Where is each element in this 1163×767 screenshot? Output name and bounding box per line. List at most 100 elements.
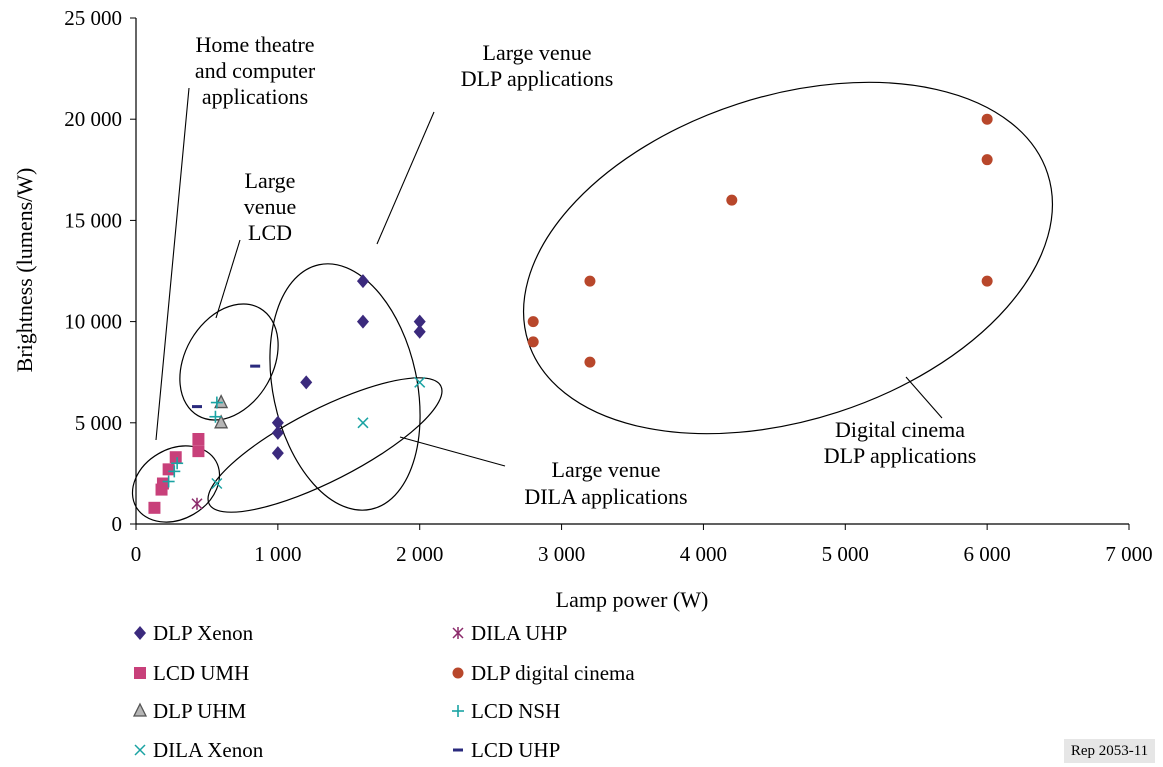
square-marker — [162, 463, 175, 476]
square-marker — [134, 667, 146, 679]
x-b — [357, 417, 369, 429]
circle-marker — [981, 154, 993, 166]
legend-item: DILA Xenon — [134, 738, 264, 762]
y-tick-label: 20 000 — [64, 107, 122, 131]
legend-label: DILA UHP — [471, 621, 567, 645]
diamond-marker — [271, 446, 284, 461]
leader-line — [905, 376, 943, 419]
legend-marker — [134, 744, 146, 756]
data-point — [210, 396, 223, 409]
legend-item: DLP UHM — [132, 699, 246, 723]
annotation-line: Large — [245, 168, 296, 193]
circle-marker — [527, 336, 539, 348]
data-point — [214, 414, 229, 429]
data-point — [192, 445, 205, 458]
annotation-line: applications — [202, 84, 308, 109]
data-points — [148, 113, 993, 514]
ellipse-large-venue-dila — [207, 377, 443, 513]
data-point — [156, 477, 169, 490]
y-tick-label: 10 000 — [64, 310, 122, 334]
axes: 0 1 000 2 000 3 000 4 000 5 000 6 000 7 000 0 5 0… — [12, 6, 1153, 612]
legend-marker — [134, 626, 146, 640]
triangle-marker — [214, 414, 229, 429]
legend-item: LCD UHP — [453, 738, 560, 762]
data-point — [357, 417, 369, 429]
dash-marker — [453, 748, 463, 752]
ellipse-large-venue-lcd — [179, 303, 279, 421]
legend-label: LCD UMH — [153, 661, 249, 685]
x-tick-label: 4 000 — [680, 542, 727, 566]
square-marker — [169, 451, 182, 464]
x-b — [414, 376, 426, 388]
triangle-marker — [214, 394, 229, 409]
data-point — [209, 410, 222, 423]
square-marker — [148, 501, 161, 514]
x-tick-label: 1 000 — [254, 542, 301, 566]
dash-marker — [191, 405, 202, 409]
data-point — [271, 425, 284, 440]
legend-label: DLP digital cinema — [471, 661, 635, 685]
diamond-marker — [134, 626, 146, 640]
data-point — [171, 457, 184, 470]
x-tick-label: 0 — [131, 542, 142, 566]
x-tick-label: 5 000 — [822, 542, 869, 566]
circle-marker — [584, 356, 596, 368]
legend-marker — [452, 705, 464, 717]
leader-line — [399, 436, 506, 467]
y-tick-label: 25 000 — [64, 6, 122, 30]
y-axis-title: Brightness (lumens/W) — [12, 168, 37, 373]
data-point — [250, 364, 261, 368]
data-point — [169, 451, 182, 464]
annotation-line: LCD — [248, 220, 292, 245]
square-marker — [156, 477, 169, 490]
leader-line — [215, 239, 241, 319]
data-point — [356, 274, 369, 289]
legend-label: LCD UHP — [471, 738, 560, 762]
data-point — [214, 394, 229, 409]
x-tick-label: 3 000 — [538, 542, 585, 566]
circle-marker — [452, 667, 464, 679]
diamond-marker — [271, 425, 284, 440]
ellipse-large-venue-dlp — [269, 263, 421, 511]
circle-marker — [726, 194, 738, 206]
diamond-marker — [356, 274, 369, 289]
data-point — [162, 463, 175, 476]
y-tick-label: 0 — [112, 512, 123, 536]
data-point — [981, 154, 993, 166]
diamond-marker — [413, 324, 426, 339]
annotation-line: Large venue — [552, 457, 661, 482]
legend-label: LCD NSH — [471, 699, 560, 723]
data-point — [356, 314, 369, 329]
figure-code: Rep 2053-11 — [1064, 739, 1155, 763]
legend-item: LCD UMH — [134, 661, 249, 685]
annotation-line: venue — [244, 194, 297, 219]
circle-marker — [981, 113, 993, 125]
data-point — [162, 475, 175, 488]
diamond-marker — [271, 415, 284, 430]
diamond-marker — [413, 314, 426, 329]
legend-item: DILA UHP — [452, 621, 567, 645]
data-point — [148, 501, 161, 514]
x-b — [134, 744, 146, 756]
circle-marker — [981, 275, 993, 287]
data-point — [584, 275, 596, 287]
annotation-line: Digital cinema — [835, 417, 965, 442]
legend-marker — [132, 702, 148, 717]
data-point — [192, 432, 205, 445]
annotation-line: DLP applications — [461, 66, 614, 91]
dash-marker — [250, 364, 261, 368]
data-point — [726, 194, 738, 206]
legend-marker — [452, 667, 464, 679]
legend-marker — [453, 748, 463, 752]
circle-marker — [527, 316, 539, 328]
data-point — [271, 415, 284, 430]
data-point — [527, 316, 539, 328]
annotation-line: and computer — [195, 58, 316, 83]
legend-item: DLP Xenon — [134, 621, 254, 645]
legend-label: DLP UHM — [153, 699, 246, 723]
data-point — [191, 497, 203, 510]
